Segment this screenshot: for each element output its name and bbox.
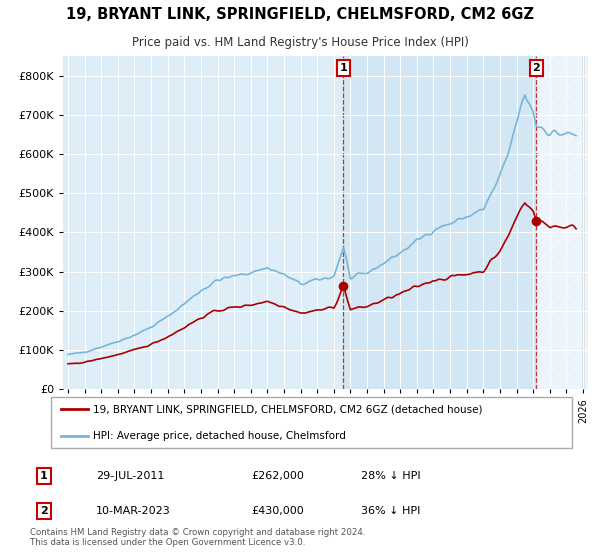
FancyBboxPatch shape — [50, 397, 572, 448]
Text: 1: 1 — [340, 63, 347, 73]
Text: Contains HM Land Registry data © Crown copyright and database right 2024.
This d: Contains HM Land Registry data © Crown c… — [30, 528, 365, 548]
Text: 10-MAR-2023: 10-MAR-2023 — [96, 506, 171, 516]
Bar — [343, 56, 536, 389]
Text: £262,000: £262,000 — [251, 471, 304, 481]
Text: 36% ↓ HPI: 36% ↓ HPI — [361, 506, 421, 516]
Text: 28% ↓ HPI: 28% ↓ HPI — [361, 471, 421, 481]
Bar — [536, 56, 593, 389]
Text: 29-JUL-2011: 29-JUL-2011 — [96, 471, 164, 481]
Text: 2: 2 — [532, 63, 540, 73]
Text: 19, BRYANT LINK, SPRINGFIELD, CHELMSFORD, CM2 6GZ: 19, BRYANT LINK, SPRINGFIELD, CHELMSFORD… — [66, 7, 534, 22]
Text: 1: 1 — [40, 471, 47, 481]
Text: £430,000: £430,000 — [251, 506, 304, 516]
Text: HPI: Average price, detached house, Chelmsford: HPI: Average price, detached house, Chel… — [93, 431, 346, 441]
Text: 19, BRYANT LINK, SPRINGFIELD, CHELMSFORD, CM2 6GZ (detached house): 19, BRYANT LINK, SPRINGFIELD, CHELMSFORD… — [93, 404, 482, 414]
Text: Price paid vs. HM Land Registry's House Price Index (HPI): Price paid vs. HM Land Registry's House … — [131, 36, 469, 49]
Text: 2: 2 — [40, 506, 47, 516]
